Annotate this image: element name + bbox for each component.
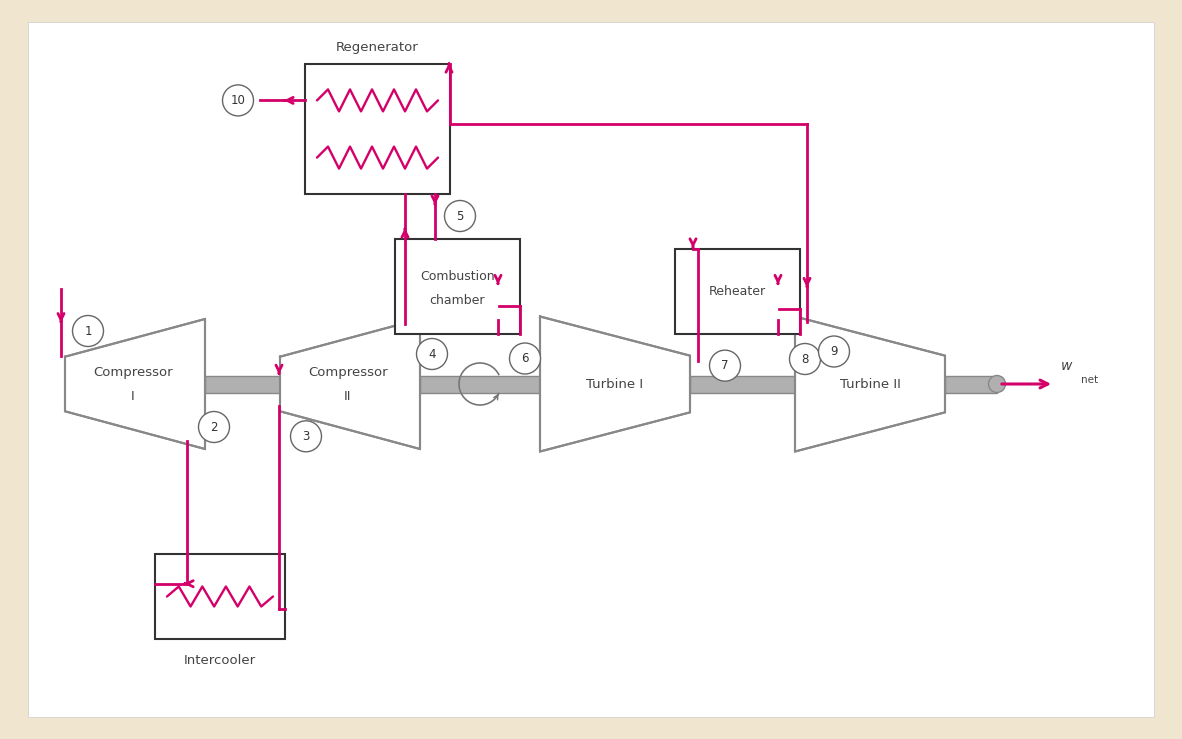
Text: Turbine I: Turbine I bbox=[586, 378, 643, 390]
Circle shape bbox=[790, 344, 820, 375]
Text: 7: 7 bbox=[721, 359, 729, 372]
Text: I: I bbox=[131, 389, 135, 403]
Bar bbox=[155, 554, 285, 639]
Text: 9: 9 bbox=[830, 345, 838, 358]
Circle shape bbox=[72, 316, 104, 347]
Text: 5: 5 bbox=[456, 209, 463, 222]
Text: Intercooler: Intercooler bbox=[184, 654, 256, 667]
Bar bbox=[420, 375, 540, 392]
Circle shape bbox=[709, 350, 740, 381]
Text: Combustion: Combustion bbox=[420, 270, 495, 283]
Circle shape bbox=[444, 200, 475, 231]
Text: 2: 2 bbox=[210, 420, 217, 434]
Text: Reheater: Reheater bbox=[709, 285, 766, 298]
Bar bbox=[204, 375, 280, 392]
Bar bbox=[675, 249, 800, 334]
Circle shape bbox=[416, 338, 448, 370]
Text: Compressor: Compressor bbox=[309, 366, 388, 378]
Text: $w$: $w$ bbox=[1060, 359, 1073, 373]
Polygon shape bbox=[65, 319, 204, 449]
Polygon shape bbox=[280, 319, 420, 449]
Text: 10: 10 bbox=[230, 94, 246, 107]
Circle shape bbox=[818, 336, 850, 367]
Polygon shape bbox=[795, 316, 944, 452]
Text: 1: 1 bbox=[84, 324, 92, 338]
Text: Regenerator: Regenerator bbox=[336, 41, 418, 54]
Polygon shape bbox=[540, 316, 690, 452]
Text: net: net bbox=[1082, 375, 1098, 385]
Circle shape bbox=[291, 420, 322, 452]
Circle shape bbox=[509, 343, 540, 374]
Text: 6: 6 bbox=[521, 352, 528, 365]
Circle shape bbox=[199, 412, 229, 443]
Circle shape bbox=[222, 85, 253, 116]
Text: Compressor: Compressor bbox=[93, 366, 173, 378]
Text: 3: 3 bbox=[303, 430, 310, 443]
Text: chamber: chamber bbox=[430, 294, 486, 307]
Circle shape bbox=[988, 375, 1006, 392]
Bar bbox=[690, 375, 795, 392]
Bar bbox=[305, 64, 450, 194]
Text: Turbine II: Turbine II bbox=[839, 378, 901, 390]
Text: 8: 8 bbox=[801, 353, 808, 366]
Bar bbox=[395, 239, 520, 334]
Bar bbox=[944, 375, 996, 392]
Text: II: II bbox=[344, 389, 352, 403]
Text: 4: 4 bbox=[428, 347, 436, 361]
